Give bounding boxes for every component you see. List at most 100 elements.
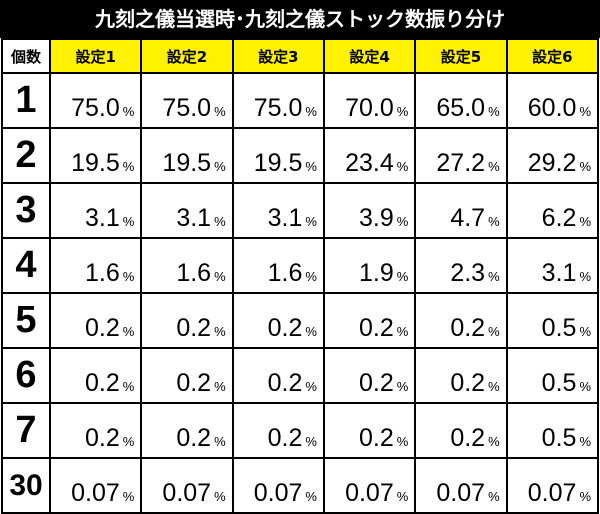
title: 九刻之儀当選時･九刻之儀ストック数振り分け bbox=[0, 0, 600, 38]
value: 0.2 bbox=[85, 314, 120, 342]
unit: % bbox=[488, 159, 500, 174]
unit: % bbox=[579, 104, 591, 119]
row-label: 1 bbox=[1, 72, 51, 129]
row-label: 7 bbox=[1, 402, 51, 459]
value: 0.2 bbox=[176, 424, 212, 452]
cell: 0.07% bbox=[231, 457, 325, 514]
value: 75.0 bbox=[253, 94, 303, 122]
row: 3 3.1% 3.1% 3.1% 3.9% 4.7% 6.2% bbox=[1, 182, 600, 239]
value: 1.6 bbox=[176, 259, 212, 287]
value: 3.9 bbox=[358, 204, 394, 232]
row: 2 19.5% 19.5% 19.5% 23.4% 27.2% 29.2% bbox=[1, 127, 600, 184]
value: 0.2 bbox=[267, 424, 303, 452]
value: 0.5 bbox=[541, 369, 577, 397]
cell: 3.1% bbox=[48, 182, 143, 239]
unit: % bbox=[488, 324, 500, 339]
cell: 0.2% bbox=[322, 292, 417, 349]
value: 75.0 bbox=[71, 94, 120, 122]
header-cell: 設定2 bbox=[140, 38, 234, 74]
cell: 4.7% bbox=[414, 182, 508, 239]
cell: 0.2% bbox=[414, 347, 508, 404]
table: 個数 設定1 設定2 設定3 設定4 設定5 設定6 1 75.0% 75.0% 75.0% 70.0… bbox=[1, 38, 600, 514]
cell: 1.6% bbox=[231, 237, 325, 294]
cell: 29.2% bbox=[505, 127, 600, 184]
value: 23.4 bbox=[345, 149, 394, 177]
value: 19.5 bbox=[253, 149, 303, 177]
unit: % bbox=[579, 269, 591, 284]
cell: 0.5% bbox=[505, 402, 600, 459]
cell: 0.2% bbox=[231, 402, 325, 459]
unit: % bbox=[214, 269, 226, 284]
header-row: 個数 設定1 設定2 設定3 設定4 設定5 設定6 bbox=[1, 38, 600, 74]
cell: 23.4% bbox=[322, 127, 417, 184]
value: 0.2 bbox=[267, 314, 303, 342]
value: 0.5 bbox=[541, 314, 577, 342]
cell: 65.0% bbox=[414, 72, 508, 129]
cell: 0.2% bbox=[48, 292, 143, 349]
value: 3.1 bbox=[85, 204, 120, 232]
cell: 0.2% bbox=[231, 292, 325, 349]
value: 0.2 bbox=[358, 369, 394, 397]
unit: % bbox=[488, 434, 500, 449]
row: 5 0.2% 0.2% 0.2% 0.2% 0.2% 0.5% bbox=[1, 292, 600, 349]
unit: % bbox=[214, 434, 226, 449]
unit: % bbox=[214, 104, 226, 119]
unit: % bbox=[579, 214, 591, 229]
value: 0.2 bbox=[267, 369, 303, 397]
unit: % bbox=[305, 434, 317, 449]
value: 75.0 bbox=[162, 94, 212, 122]
unit: % bbox=[122, 324, 135, 339]
unit: % bbox=[488, 104, 500, 119]
cell: 3.9% bbox=[322, 182, 417, 239]
cell: 0.2% bbox=[414, 402, 508, 459]
unit: % bbox=[579, 434, 591, 449]
unit: % bbox=[122, 379, 135, 394]
unit: % bbox=[122, 489, 135, 504]
value: 0.5 bbox=[541, 424, 577, 452]
unit: % bbox=[122, 159, 135, 174]
header-cell: 設定5 bbox=[414, 38, 508, 74]
cell: 0.07% bbox=[505, 457, 600, 514]
cell: 3.1% bbox=[140, 182, 234, 239]
value: 0.07 bbox=[162, 479, 212, 507]
value: 0.2 bbox=[85, 369, 120, 397]
cell: 75.0% bbox=[231, 72, 325, 129]
unit: % bbox=[488, 489, 500, 504]
cell: 0.2% bbox=[414, 292, 508, 349]
row-label: 30 bbox=[1, 457, 51, 514]
value: 0.2 bbox=[358, 424, 394, 452]
value: 0.07 bbox=[253, 479, 303, 507]
cell: 1.6% bbox=[140, 237, 234, 294]
value: 27.2 bbox=[436, 149, 486, 177]
cell: 0.2% bbox=[322, 347, 417, 404]
value: 29.2 bbox=[527, 149, 577, 177]
unit: % bbox=[305, 104, 317, 119]
value: 6.2 bbox=[541, 204, 577, 232]
value: 0.2 bbox=[450, 369, 486, 397]
cell: 2.3% bbox=[414, 237, 508, 294]
cell: 0.2% bbox=[140, 292, 234, 349]
unit: % bbox=[214, 159, 226, 174]
unit: % bbox=[579, 324, 591, 339]
unit: % bbox=[214, 324, 226, 339]
unit: % bbox=[396, 104, 409, 119]
cell: 19.5% bbox=[48, 127, 143, 184]
row: 7 0.2% 0.2% 0.2% 0.2% 0.2% 0.5% bbox=[1, 402, 600, 459]
value: 0.07 bbox=[436, 479, 486, 507]
cell: 6.2% bbox=[505, 182, 600, 239]
row-label: 5 bbox=[1, 292, 51, 349]
header-cell: 設定1 bbox=[48, 38, 143, 74]
unit: % bbox=[305, 324, 317, 339]
cell: 0.5% bbox=[505, 292, 600, 349]
cell: 0.2% bbox=[140, 402, 234, 459]
cell: 0.2% bbox=[140, 347, 234, 404]
unit: % bbox=[396, 379, 409, 394]
value: 4.7 bbox=[450, 204, 486, 232]
cell: 0.07% bbox=[322, 457, 417, 514]
value: 19.5 bbox=[162, 149, 212, 177]
value: 0.2 bbox=[358, 314, 394, 342]
cell: 0.2% bbox=[48, 347, 143, 404]
value: 0.2 bbox=[450, 314, 486, 342]
unit: % bbox=[305, 489, 317, 504]
value: 1.6 bbox=[85, 259, 120, 287]
